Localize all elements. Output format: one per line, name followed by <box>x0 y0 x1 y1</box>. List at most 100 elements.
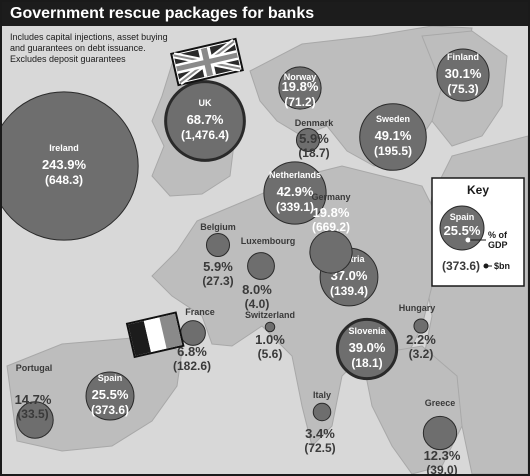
country-name-finland: Finland <box>447 52 479 62</box>
bubble-norway <box>278 66 322 110</box>
pct-label-france: 6.8% <box>177 344 207 359</box>
bubble-portugal <box>16 401 54 439</box>
bubble-belgium <box>205 232 231 258</box>
bn-label-finland: (75.3) <box>447 82 478 96</box>
pct-label-luxembourg: 8.0% <box>242 282 272 297</box>
bubble-group-portugal: Portugal 14.7%(33.5) <box>15 363 54 439</box>
bn-label-luxembourg: (4.0) <box>245 297 270 311</box>
bubble-sweden <box>359 103 427 171</box>
chart-title: Government rescue packages for banks <box>10 5 315 22</box>
bn-label-greece: (39.0) <box>426 463 457 474</box>
bubble-group-hungary: Hungary 2.2%(3.2) <box>399 303 437 361</box>
country-name-spain: Spain <box>98 373 123 383</box>
pct-label-sweden: 49.1% <box>375 128 412 143</box>
bn-label-spain: (373.6) <box>91 403 129 417</box>
bubble-slovenia <box>335 317 399 381</box>
title-bar: Government rescue packages for banks <box>2 2 528 26</box>
key-country: Spain <box>450 212 475 222</box>
bubble-group-belgium: Belgium 5.9%(27.3) <box>200 222 236 288</box>
country-name-sweden: Sweden <box>376 114 410 124</box>
bn-label-netherlands: (339.1) <box>276 200 314 214</box>
bubble-greece <box>422 415 458 451</box>
bubble-group-luxembourg: Luxembourg 8.0%(4.0) <box>241 236 296 311</box>
pct-label-netherlands: 42.9% <box>277 184 314 199</box>
bn-label-norway: (71.2) <box>284 95 315 109</box>
key-pct-label: % of <box>488 230 508 240</box>
country-name-uk: UK <box>199 98 212 108</box>
key-pct-label: GDP <box>488 240 508 250</box>
key-bn-dot <box>483 263 489 269</box>
bubble-denmark <box>295 127 321 153</box>
country-name-denmark: Denmark <box>295 118 335 128</box>
bubble-ireland <box>2 91 139 241</box>
bn-label-portugal: (33.5) <box>17 407 48 421</box>
pct-label-uk: 68.7% <box>187 112 224 127</box>
bubble-group-uk: UK 68.7%(1,476.4) <box>164 80 246 162</box>
country-name-switzerland: Switzerland <box>245 310 295 320</box>
pct-label-portugal: 14.7% <box>15 392 52 407</box>
bubble-france <box>180 320 206 346</box>
bubble-switzerland <box>264 321 276 333</box>
bubble-group-switzerland: Switzerland 1.0%(5.6) <box>245 310 295 361</box>
bn-label-uk: (1,476.4) <box>181 128 229 142</box>
bn-label-slovenia: (18.1) <box>351 356 382 370</box>
note-line: Includes capital injections, asset buyin… <box>10 32 168 42</box>
note-line: and guarantees on debt issuance. <box>10 43 146 53</box>
country-name-netherlands: Netherlands <box>269 170 321 180</box>
pct-label-finland: 30.1% <box>445 66 482 81</box>
pct-label-denmark: 5.9% <box>299 131 329 146</box>
bn-label-sweden: (195.5) <box>374 144 412 158</box>
country-name-ireland: Ireland <box>49 143 79 153</box>
bn-label-hungary: (3.2) <box>409 347 434 361</box>
uk-flag-icon <box>170 37 244 87</box>
pct-label-austria: 37.0% <box>331 268 368 283</box>
bubble-group-greece: Greece 12.3%(39.0) <box>422 398 461 474</box>
country-name-france: France <box>185 307 215 317</box>
country-name-greece: Greece <box>425 398 456 408</box>
country-name-norway: Norway <box>284 72 317 82</box>
key-box: Key Spain 25.5% % of GDP (373.6) $bn <box>431 177 525 287</box>
france-flag-icon <box>125 311 185 359</box>
pct-label-switzerland: 1.0% <box>255 332 285 347</box>
country-name-hungary: Hungary <box>399 303 436 313</box>
pct-label-slovenia: 39.0% <box>349 340 386 355</box>
bubble-germany <box>309 230 353 274</box>
country-name-belgium: Belgium <box>200 222 236 232</box>
bubble-group-slovenia: Slovenia 39.0%(18.1) <box>335 317 399 381</box>
bubble-group-germany: Germany 19.8%(669.2) <box>309 192 353 274</box>
pct-label-spain: 25.5% <box>92 387 129 402</box>
key-bn-label: $bn <box>494 261 510 271</box>
bubble-luxembourg <box>247 252 275 280</box>
bubble-spain <box>85 371 135 421</box>
key-bubble <box>439 205 485 251</box>
bubble-group-netherlands: Netherlands 42.9%(339.1) <box>263 161 327 225</box>
bubble-layer: Ireland 243.9%(648.3) UK 68.7%(1,476.4) Swed… <box>2 48 490 474</box>
country-name-italy: Italy <box>313 390 331 400</box>
key-title: Key <box>467 183 489 197</box>
bubble-group-spain: Spain 25.5%(373.6) <box>85 371 135 421</box>
bubble-netherlands <box>263 161 327 225</box>
bubble-group-italy: Italy 3.4%(72.5) <box>304 390 335 455</box>
map-chart: Includes capital injections, asset buyin… <box>2 26 528 474</box>
bubble-finland <box>436 48 490 102</box>
bn-label-germany: (669.2) <box>312 220 350 234</box>
bubble-uk <box>164 80 246 162</box>
bn-label-ireland: (648.3) <box>45 173 83 187</box>
bubble-italy <box>312 402 332 422</box>
note-line: Excludes deposit guarantees <box>10 54 126 64</box>
bn-label-switzerland: (5.6) <box>258 347 283 361</box>
pct-label-germany: 19.8% <box>313 205 350 220</box>
bubble-group-finland: Finland 30.1%(75.3) <box>436 48 490 102</box>
bn-label-italy: (72.5) <box>304 441 335 455</box>
pct-label-belgium: 5.9% <box>203 259 233 274</box>
country-name-germany: Germany <box>311 192 350 202</box>
bubble-group-denmark: Denmark 5.9%(18.7) <box>295 118 335 160</box>
bn-label-denmark: (18.7) <box>298 146 329 160</box>
bn-label-france: (182.6) <box>173 359 211 373</box>
pct-label-ireland: 243.9% <box>42 157 87 172</box>
country-name-slovenia: Slovenia <box>348 326 386 336</box>
bn-label-austria: (139.4) <box>330 284 368 298</box>
key-pct-dot <box>465 237 471 243</box>
country-name-luxembourg: Luxembourg <box>241 236 296 246</box>
